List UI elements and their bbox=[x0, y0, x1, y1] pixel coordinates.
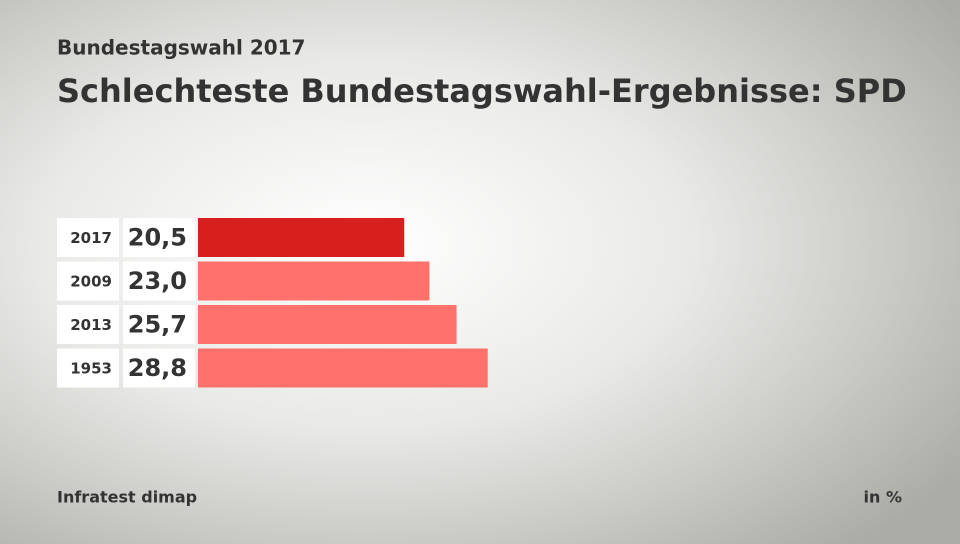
source: Infratest dimap bbox=[57, 488, 197, 507]
category-box bbox=[57, 218, 119, 257]
value-box bbox=[123, 348, 195, 388]
bar bbox=[198, 261, 430, 301]
category-label: 1953 bbox=[70, 360, 112, 378]
category-box bbox=[57, 348, 119, 388]
chart-subtitle: Bundestagswahl 2017 bbox=[57, 36, 305, 60]
value-label: 25,7 bbox=[128, 311, 187, 339]
unit: in % bbox=[864, 488, 902, 507]
value-label: 23,0 bbox=[128, 267, 187, 295]
value-label: 28,8 bbox=[128, 354, 187, 382]
bar bbox=[198, 305, 457, 344]
value-box bbox=[123, 261, 195, 301]
value-box bbox=[123, 218, 195, 257]
category-label: 2009 bbox=[70, 273, 112, 291]
bar bbox=[198, 218, 405, 257]
category-box bbox=[57, 305, 119, 344]
bar bbox=[198, 348, 488, 388]
chart-title: Schlechteste Bundestagswahl-Ergebnisse: … bbox=[57, 72, 907, 110]
value-box bbox=[123, 305, 195, 344]
category-box bbox=[57, 261, 119, 301]
category-label: 2017 bbox=[70, 229, 112, 247]
category-label: 2013 bbox=[70, 316, 112, 334]
value-label: 20,5 bbox=[128, 224, 187, 252]
